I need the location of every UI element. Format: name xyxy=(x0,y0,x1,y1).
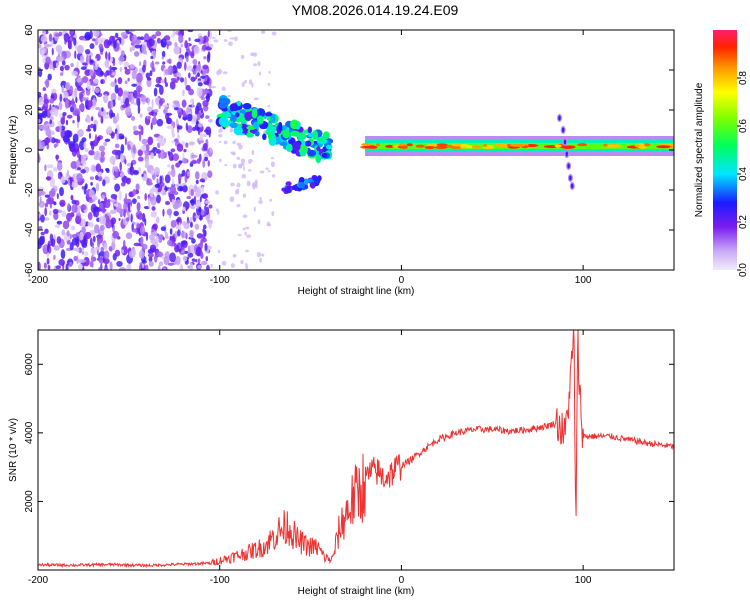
spectrogram-x-axis-label: Height of straight line (km) xyxy=(298,286,415,297)
colorbar-tick-label: 0.4 xyxy=(738,167,749,181)
spectrogram-y-tick-label: 40 xyxy=(24,64,35,76)
snr-series-line xyxy=(38,330,674,569)
figure-title: YM08.2026.014.19.24.E09 xyxy=(291,2,459,18)
snr-frame xyxy=(37,329,675,571)
colorbar-label: Normalized spectral amplitude xyxy=(694,82,705,217)
colorbar: 0.0 0.2 0.4 0.6 0.8 Normalized spectral ampl… xyxy=(694,30,749,277)
colorbar-tick-label: 0.0 xyxy=(738,263,749,277)
snr-x-tick-label: -200 xyxy=(28,575,48,586)
colorbar-ticks: 0.0 0.2 0.4 0.6 0.8 xyxy=(737,71,749,277)
spectrogram-heatmap xyxy=(38,30,674,270)
snr-x-tick-label: 100 xyxy=(575,575,592,586)
snr-x-axis-label: Height of straight line (km) xyxy=(298,586,415,597)
snr-y-axis-label: SNR (10 * v/v) xyxy=(8,418,19,482)
spectrogram-x-tick-label: -200 xyxy=(28,275,48,286)
spectrogram-x-tick-label: -100 xyxy=(210,275,230,286)
snr-axis-ticks: -200 -100 0 100 2000 4000 6000 xyxy=(24,330,674,586)
colorbar-tick-label: 0.6 xyxy=(738,119,749,133)
heatmap-region-signal-onset xyxy=(215,95,334,164)
snr-x-tick-label: 0 xyxy=(399,575,405,586)
spectrogram-y-tick-label: -60 xyxy=(24,262,35,277)
snr-x-tick-label: -100 xyxy=(210,575,230,586)
heatmap-region-tail-branch xyxy=(281,174,322,195)
snr-y-tick-label: 4000 xyxy=(24,421,35,444)
heatmap-region-noise xyxy=(38,30,277,270)
spectrogram-y-tick-label: -20 xyxy=(24,182,35,197)
heatmap-region-main-line xyxy=(360,136,674,156)
spectrogram-y-tick-label: 60 xyxy=(24,24,35,36)
heatmap-region-disturbance xyxy=(557,114,575,190)
spectrogram-y-tick-label: -40 xyxy=(24,222,35,237)
spectrogram-x-tick-label: 100 xyxy=(575,275,592,286)
spectrogram-y-tick-label: 0 xyxy=(24,147,35,153)
colorbar-tick-label: 0.8 xyxy=(738,71,749,85)
colorbar-tick-label: 0.2 xyxy=(738,215,749,229)
spectrogram-x-tick-label: 0 xyxy=(399,275,405,286)
spectrogram-y-tick-label: 20 xyxy=(24,104,35,116)
snr-y-tick-label: 6000 xyxy=(24,353,35,376)
snr-panel: -200 -100 0 100 2000 4000 6000 Height of strai… xyxy=(8,329,675,597)
snr-y-tick-label: 2000 xyxy=(24,490,35,513)
spectrogram-y-axis-label: Frequency (Hz) xyxy=(8,116,19,185)
colorbar-gradient xyxy=(713,30,737,270)
